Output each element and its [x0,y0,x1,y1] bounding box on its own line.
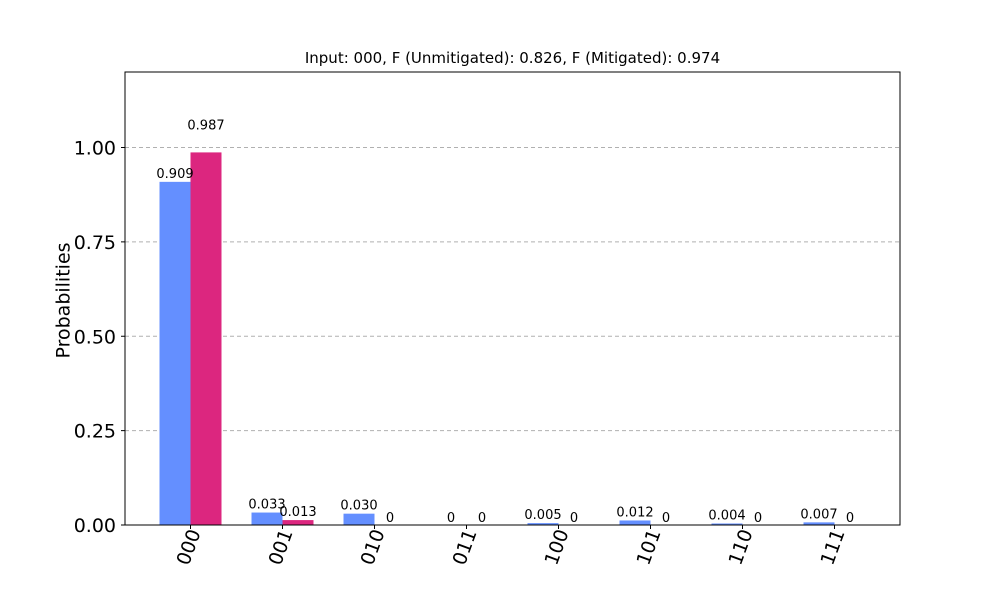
y-tick-label: 0.00 [74,515,116,537]
plot-frame [124,71,901,526]
x-tick-label: 011 [449,526,482,568]
data-label: 0.013 [279,505,316,520]
data-label: 0 [447,511,455,526]
bar-series1-101 [619,520,651,525]
bars [159,152,835,526]
data-label: 0.007 [800,507,837,522]
y-tick-label: 0.75 [74,232,116,254]
y-axis: 0.00 0.25 0.50 0.75 1.00 [74,138,125,537]
data-label: 0.987 [187,118,224,133]
x-tick-label: 001 [265,526,298,568]
bar-series1-001 [251,512,283,525]
y-axis-label: Probabilities [53,242,75,358]
data-label: 0.909 [156,167,193,182]
x-tick-label: 100 [541,526,574,568]
data-label: 0.030 [340,499,377,514]
y-tick-label: 0.25 [74,421,116,443]
y-tick-label: 1.00 [74,138,116,160]
x-tick-label: 101 [633,526,666,568]
bar-series1-000 [159,181,191,526]
data-label: 0 [754,511,762,526]
data-label: 0 [478,511,486,526]
x-tick-label: 000 [173,526,206,568]
bar-series1-110 [711,523,743,525]
y-tick-label: 0.50 [74,326,116,348]
bar-series1-111 [803,522,835,525]
data-label: 0 [846,511,854,526]
bar-series1-010 [343,513,375,525]
data-label: 0.012 [616,505,653,520]
chart-title: Input: 000, F (Unmitigated): 0.826, F (M… [305,49,720,67]
x-axis: 000 001 010 011 100 101 110 111 [173,525,850,568]
data-label: 0 [386,511,394,526]
data-label: 0.004 [708,508,745,523]
x-tick-label: 110 [725,526,758,568]
data-label: 0 [570,511,578,526]
x-tick-label: 111 [817,526,850,568]
gridlines [125,147,900,432]
data-label: 0.033 [248,498,285,513]
x-tick-label: 010 [357,526,390,568]
bar-series2-000 [190,152,222,525]
bar-series2-001 [282,520,314,525]
data-label: 0 [662,511,670,526]
data-label: 0.005 [524,508,561,523]
bar-series1-100 [527,523,559,525]
